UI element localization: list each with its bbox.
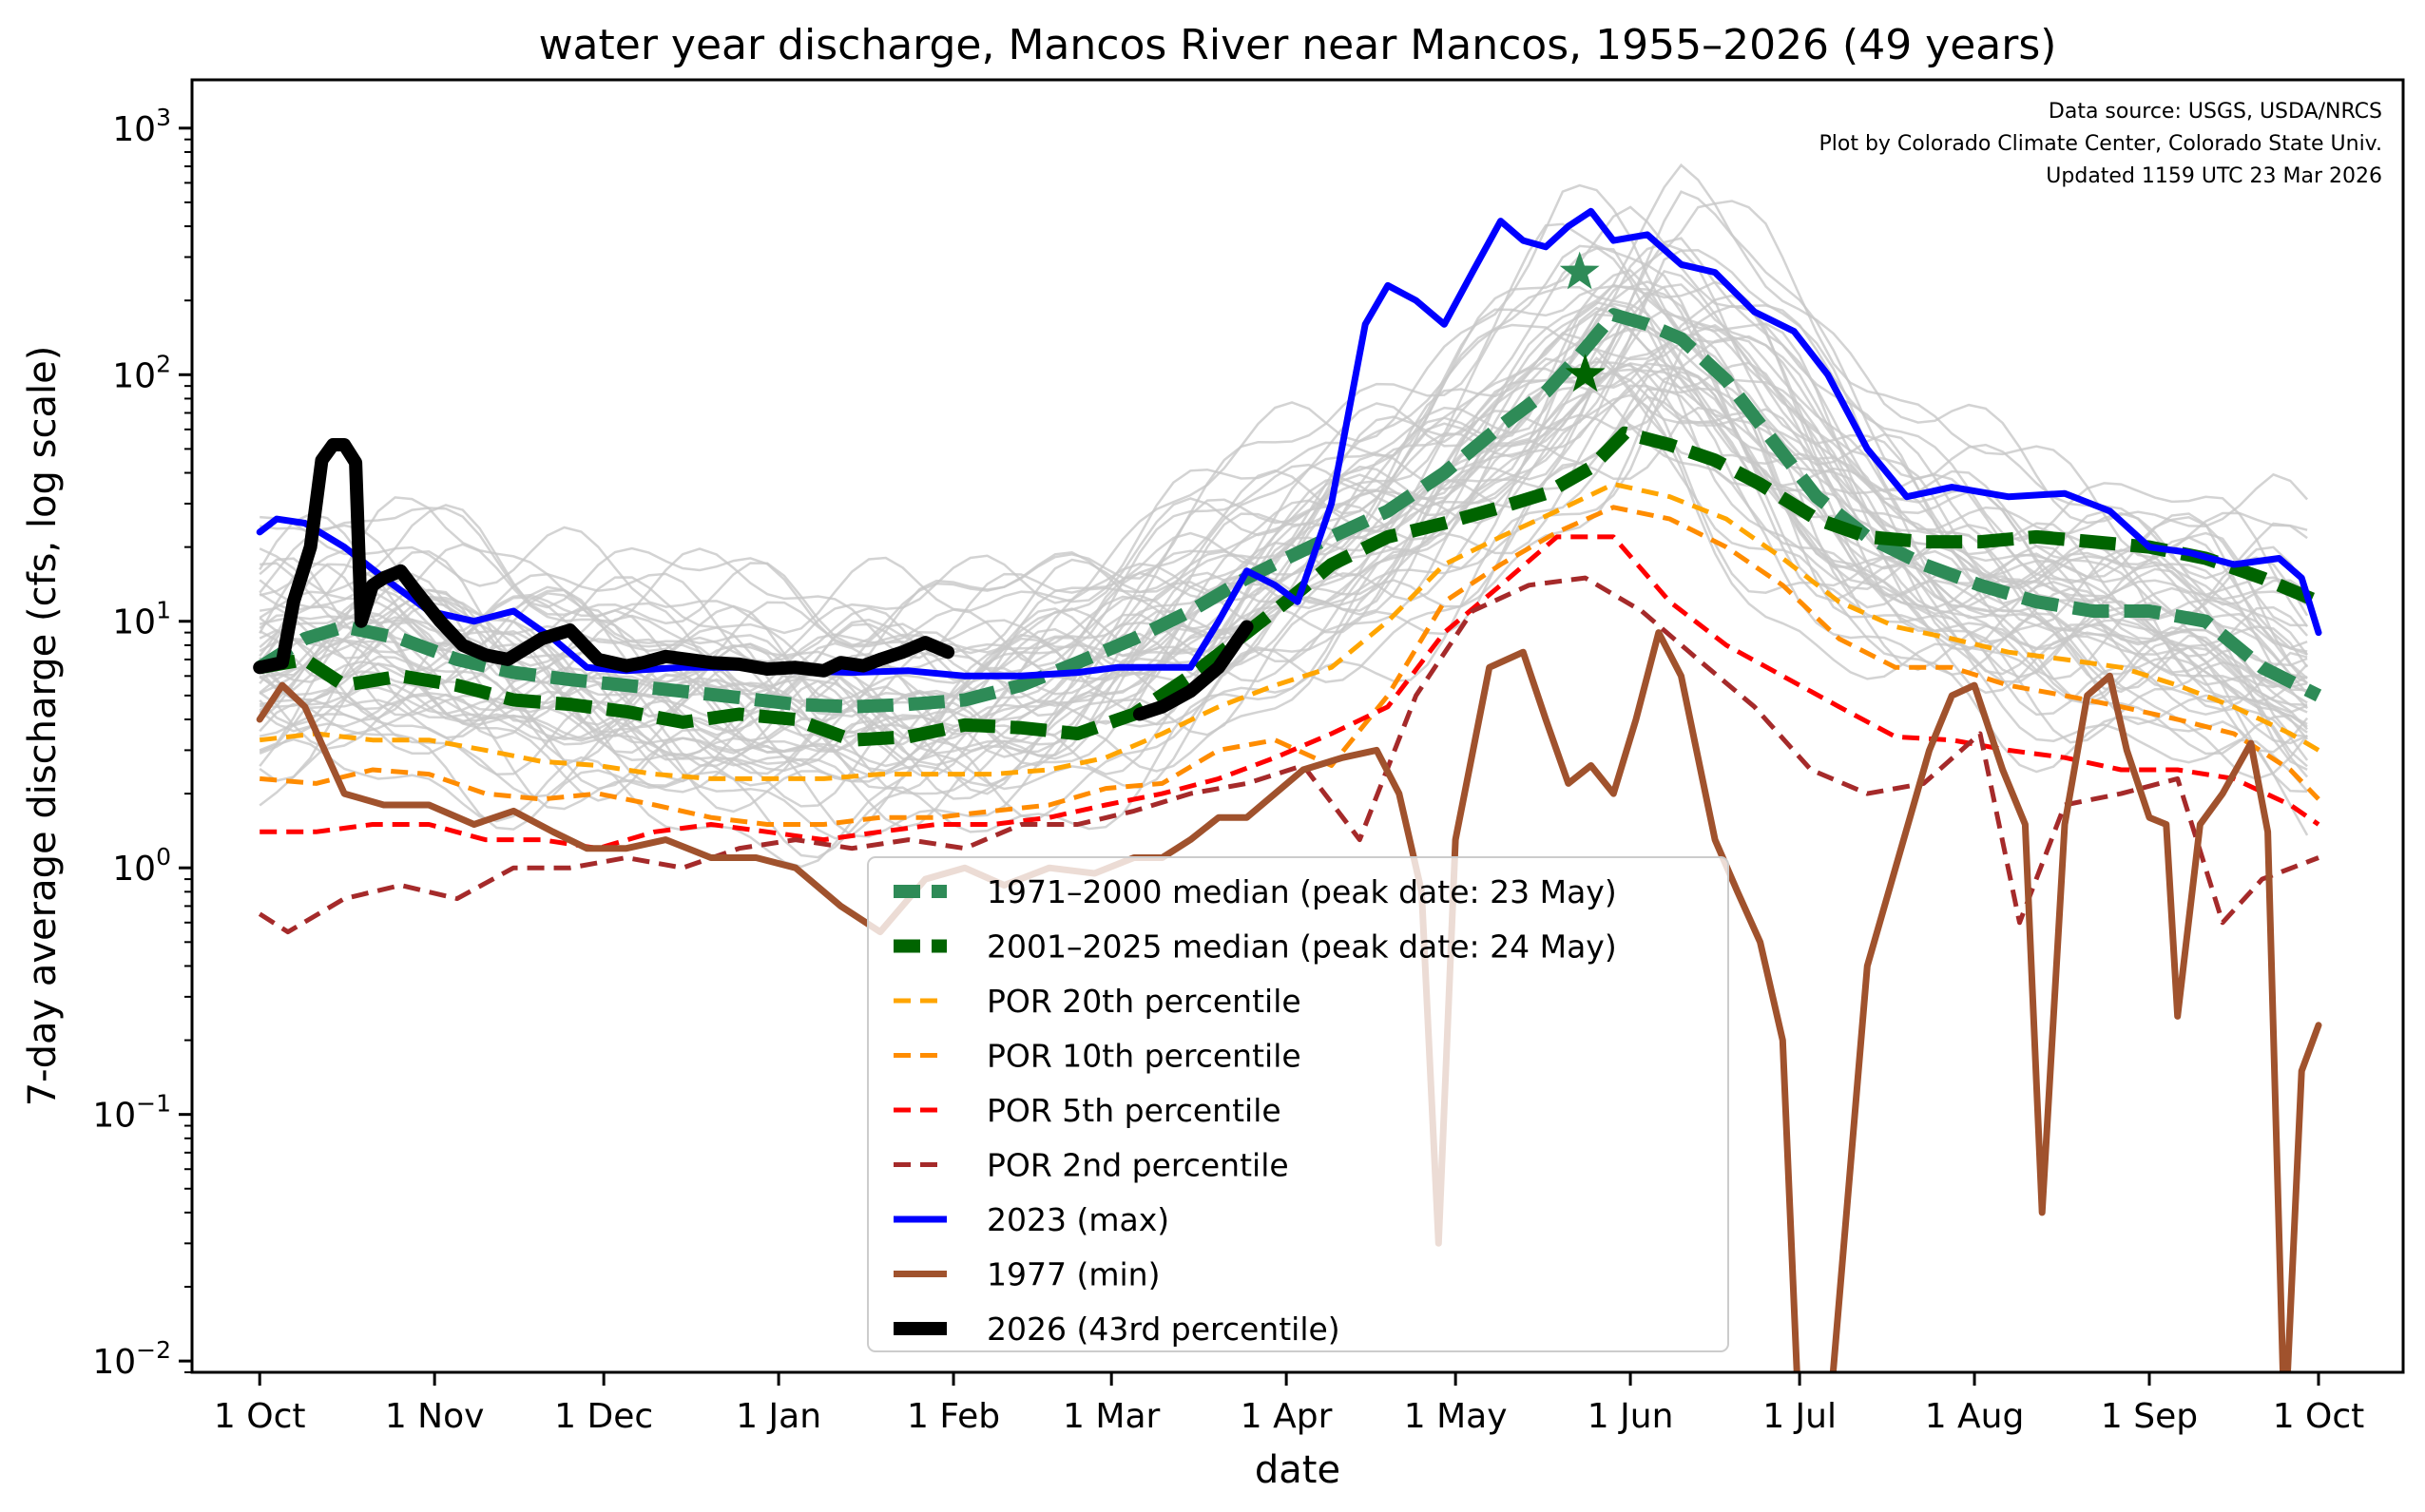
legend-label: POR 20th percentile (987, 983, 1301, 1020)
x-tick-label: 1 Aug (1925, 1397, 2025, 1436)
legend: 1971–2000 median (peak date: 23 May) 2001… (867, 856, 1729, 1352)
legend-item: 1971–2000 median (peak date: 23 May) (894, 873, 1617, 910)
series-1971-2000-median-peak-date-23-may-line (256, 308, 2322, 714)
data-source-annotation: Data source: USGS, USDA/NRCS Plot by Col… (1819, 100, 2383, 188)
annotation-line-2: Plot by Colorado Climate Center, Colorad… (1819, 132, 2383, 156)
legend-label: POR 10th percentile (987, 1038, 1301, 1075)
legend-item: POR 10th percentile (894, 1038, 1301, 1075)
annotation-line-1: Data source: USGS, USDA/NRCS (2049, 100, 2382, 124)
x-tick-label: 1 Oct (2273, 1397, 2365, 1436)
legend-item: POR 5th percentile (894, 1092, 1281, 1129)
legend-label: 2001–2025 median (peak date: 24 May) (987, 928, 1617, 966)
x-tick-label: 1 Jul (1762, 1397, 1837, 1436)
y-tick-exponent: 0 (156, 843, 171, 871)
legend-label: 1977 (min) (987, 1256, 1160, 1293)
legend-label: 2023 (max) (987, 1201, 1169, 1238)
x-axis: 1 Oct 1 Nov 1 Dec 1 Jan 1 Feb 1 Mar 1 Apr 1 May… (214, 1372, 2364, 1436)
legend-item: 2001–2025 median (peak date: 24 May) (894, 928, 1617, 966)
x-tick-label: 1 Mar (1063, 1397, 1160, 1436)
x-tick-label: 1 Nov (385, 1397, 485, 1436)
peak-markers (1559, 251, 1606, 392)
background-year-line (259, 393, 2309, 859)
y-tick-exponent: −2 (136, 1336, 171, 1364)
x-tick-label: 1 Jan (736, 1397, 821, 1436)
background-year-line (259, 321, 2308, 787)
series-2026-43rd-percentile-line (253, 438, 955, 678)
annotation-line-3: Updated 1159 UTC 23 Mar 2026 (2046, 164, 2382, 188)
y-tick-base: 10 (112, 356, 156, 395)
y-tick-base: 10 (112, 850, 156, 889)
y-tick-label: 102 (112, 350, 171, 395)
series-lines (253, 207, 2322, 1372)
x-tick-label: 1 May (1404, 1397, 1508, 1436)
background-year-line (259, 163, 2309, 648)
y-tick-base: 10 (92, 1097, 136, 1136)
y-tick-label: 10−2 (92, 1336, 171, 1382)
background-year-line (260, 205, 2309, 635)
legend-item: POR 2nd percentile (894, 1147, 1289, 1184)
legend-label: 2026 (43rd percentile) (987, 1311, 1340, 1348)
y-tick-exponent: 3 (156, 104, 171, 131)
y-tick-exponent: −1 (136, 1090, 171, 1118)
y-tick-exponent: 1 (156, 597, 171, 624)
y-tick-base: 10 (112, 603, 156, 642)
x-tick-label: 1 Jun (1588, 1397, 1674, 1436)
x-tick-label: 1 Apr (1241, 1397, 1333, 1436)
x-tick-label: 1 Feb (907, 1397, 1000, 1436)
series-por-2nd-percentile-line (258, 575, 2319, 935)
background-year-line (259, 384, 2308, 830)
series-2023-max-line (256, 207, 2322, 679)
x-axis-label: date (1255, 1448, 1340, 1492)
legend-label: POR 5th percentile (987, 1092, 1281, 1129)
background-year-line (259, 367, 2308, 795)
series-2001-2025-median-peak-date-24-may-line (258, 426, 2321, 747)
y-axis-label: 7-day average discharge (cfs, log scale) (21, 346, 65, 1107)
background-year-line (260, 183, 2308, 665)
background-year-line (259, 304, 2308, 718)
y-tick-label: 10−1 (92, 1090, 171, 1136)
x-tick-label: 1 Oct (214, 1397, 306, 1436)
series-por-20th-percentile-line (259, 481, 2320, 781)
chart-title: water year discharge, Mancos River near … (539, 21, 2057, 69)
background-year-line (259, 332, 2309, 754)
y-tick-label: 103 (112, 104, 171, 149)
legend-item: 1977 (min) (894, 1256, 1160, 1293)
plot-frame (190, 78, 2405, 1374)
x-tick-label: 1 Sep (2101, 1397, 2198, 1436)
series-1977-min-line (256, 629, 2322, 1372)
background-year-line (259, 200, 2308, 660)
series-por-10th-percentile-line (259, 505, 2320, 827)
background-year-line (259, 190, 2308, 655)
y-tick-label: 100 (112, 843, 171, 889)
y-tick-label: 101 (112, 597, 171, 642)
series-2026-43rd-percentile-line-segment-2 (1132, 620, 1254, 721)
x-tick-label: 1 Dec (554, 1397, 653, 1436)
background-year-line (259, 247, 2308, 693)
legend-label: POR 2nd percentile (987, 1147, 1289, 1184)
legend-item: 2026 (43rd percentile) (894, 1311, 1340, 1348)
legend-item: 2023 (max) (894, 1201, 1169, 1238)
peak-star-icon (1559, 251, 1600, 290)
peak-star-icon (1565, 354, 1606, 392)
y-tick-base: 10 (112, 110, 156, 149)
legend-label: 1971–2000 median (peak date: 23 May) (987, 873, 1617, 910)
background-year-line (259, 237, 2309, 702)
y-tick-base: 10 (92, 1343, 136, 1382)
legend-item: POR 20th percentile (894, 983, 1301, 1020)
legend-box (867, 856, 1729, 1352)
y-tick-exponent: 2 (156, 350, 171, 377)
